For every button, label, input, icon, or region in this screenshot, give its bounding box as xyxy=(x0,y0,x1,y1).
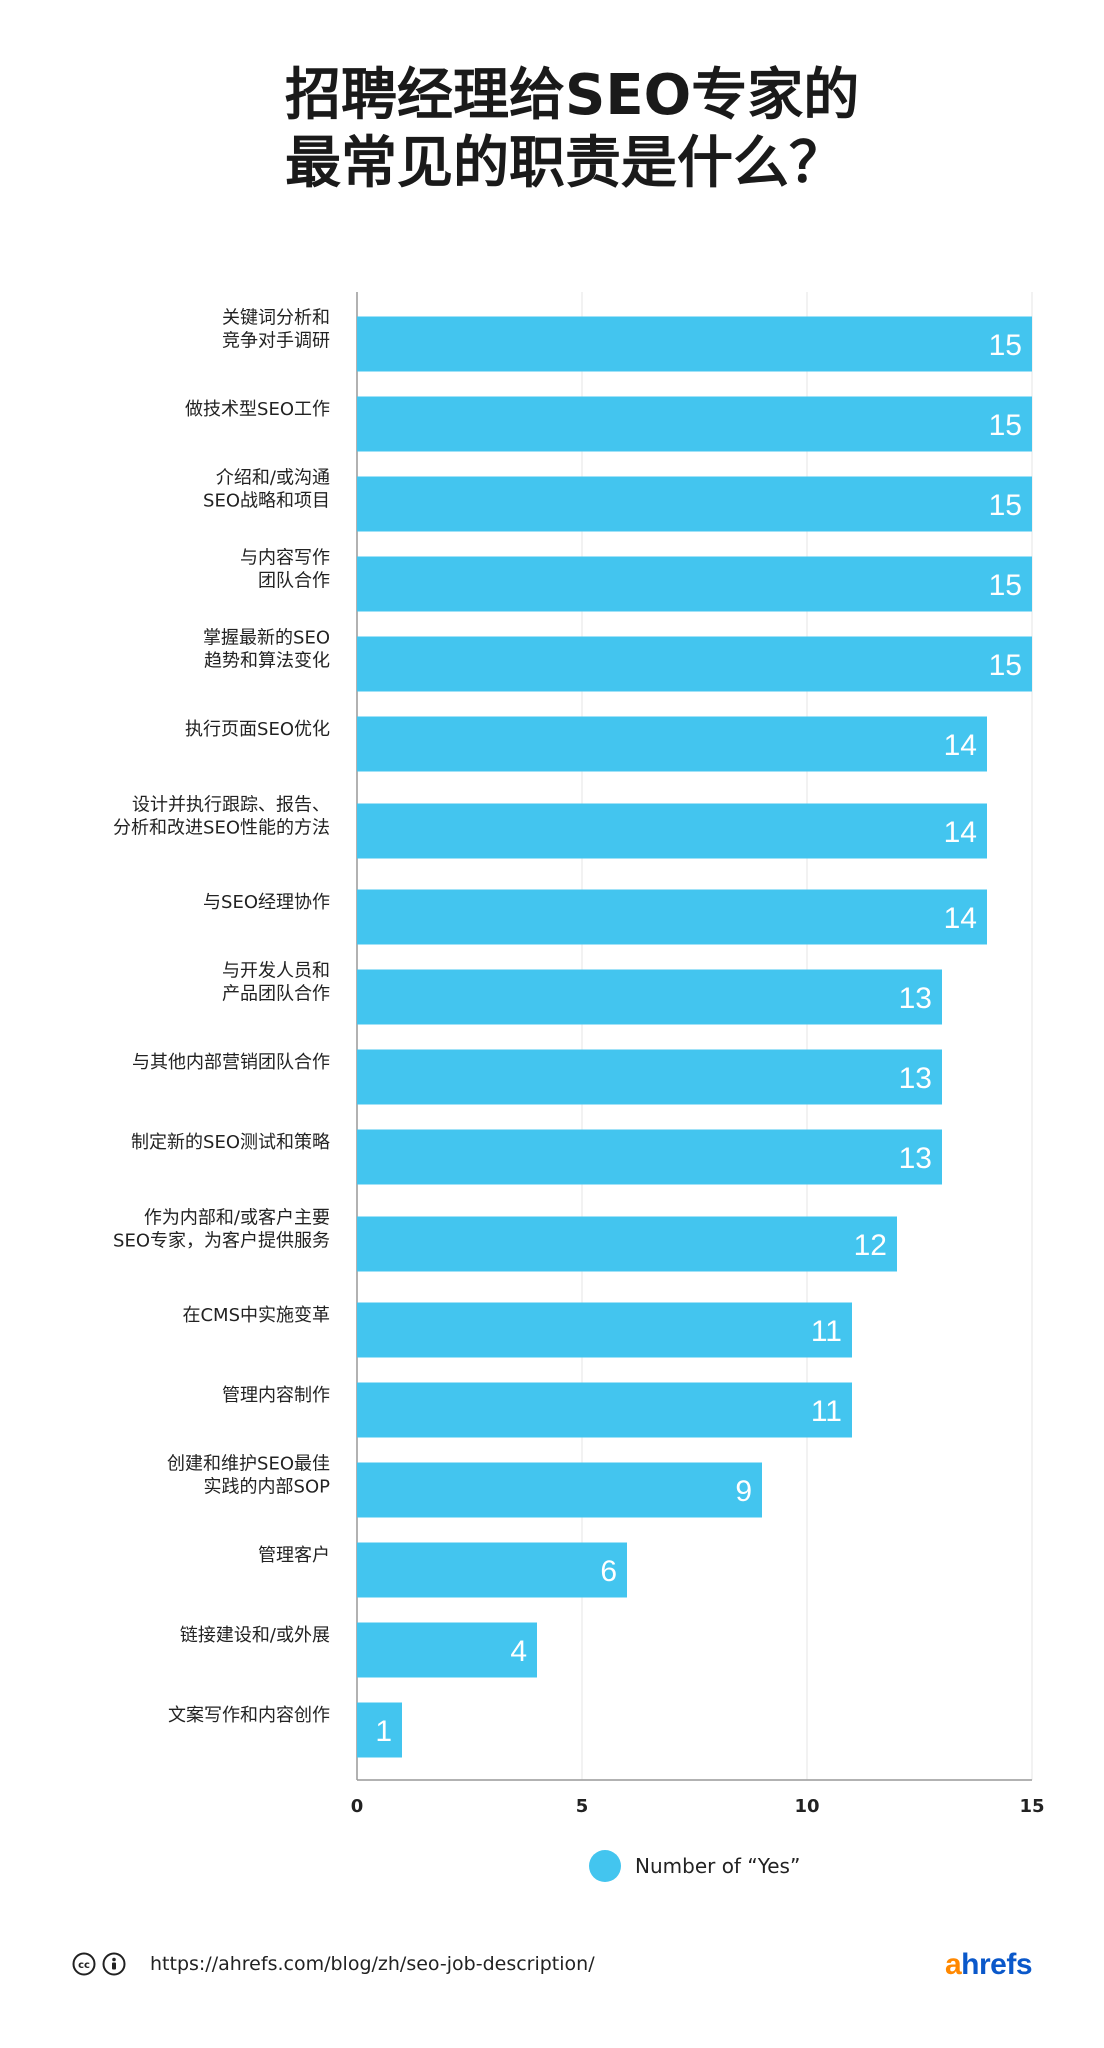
creative-commons-icon: cc xyxy=(72,1952,96,1976)
bar-1 xyxy=(357,316,1032,372)
bar-value-16: 6 xyxy=(600,1555,617,1588)
legend: Number of “Yes” xyxy=(589,1850,800,1882)
chart-title-line-1: 招聘经理给SEO专家的 xyxy=(285,63,860,128)
ahrefs-logo[interactable]: ahrefs xyxy=(944,1948,1033,1982)
legend-label: Number of “Yes” xyxy=(635,1854,801,1878)
bar-value-11: 13 xyxy=(899,1142,932,1175)
bar-2 xyxy=(357,396,1032,452)
bar-3 xyxy=(357,476,1032,532)
category-label-10: 与其他内部营销团队合作 xyxy=(132,1052,330,1073)
legend-swatch xyxy=(589,1850,621,1882)
category-label-3: 介绍和/或沟通 SEO战略和项目 xyxy=(203,468,330,512)
bar-value-14: 11 xyxy=(811,1395,842,1428)
bar-value-4: 15 xyxy=(989,569,1022,602)
bar-value-7: 14 xyxy=(944,816,977,849)
svg-text:cc: cc xyxy=(78,1960,90,1971)
category-label-9: 与开发人员和产品团队合作 xyxy=(222,961,330,1005)
bar-value-18: 1 xyxy=(375,1715,392,1748)
attribution-icon xyxy=(102,1952,126,1976)
chart-title-line-2: 最常见的职责是什么？ xyxy=(285,131,845,196)
bar-value-8: 14 xyxy=(944,902,977,935)
bar-13 xyxy=(357,1302,852,1358)
category-label-5: 掌握最新的SEO 趋势和算法变化 xyxy=(203,628,330,672)
grid-lines xyxy=(356,292,1033,1781)
category-label-6: 执行页面SEO优化 xyxy=(185,719,330,740)
category-label-18: 文案写作和内容创作 xyxy=(168,1705,330,1726)
bar-4 xyxy=(357,556,1032,612)
x-axis-ticks: 0 5 10 15 xyxy=(351,1796,1045,1817)
bar-value-6: 14 xyxy=(944,729,977,762)
bar-11 xyxy=(357,1129,942,1185)
category-label-15: 创建和维护SEO最佳实践的内部SOP xyxy=(167,1454,330,1498)
category-label-14: 管理内容制作 xyxy=(222,1385,330,1406)
footer: cc https://ahrefs.com/blog/zh/seo-job-de… xyxy=(72,1944,1032,1984)
x-tick-label-5: 5 xyxy=(576,1796,589,1817)
bar-value-9: 13 xyxy=(899,982,932,1015)
source-url[interactable]: https://ahrefs.com/blog/zh/seo-job-descr… xyxy=(150,1953,595,1975)
bar-9 xyxy=(357,969,942,1025)
bar-value-2: 15 xyxy=(989,409,1022,442)
category-label-7: 设计并执行跟踪、报告、分析和改进SEO性能的方法 xyxy=(113,795,330,839)
bar-6 xyxy=(357,716,987,772)
bar-value-1: 15 xyxy=(989,329,1022,362)
bar-15 xyxy=(357,1462,762,1518)
category-label-8: 与SEO经理协作 xyxy=(203,892,330,913)
bar-17 xyxy=(357,1622,537,1678)
bar-12 xyxy=(357,1216,897,1272)
logo-rest: hrefs xyxy=(961,1948,1032,1981)
category-label-16: 管理客户 xyxy=(258,1545,330,1566)
category-label-17: 链接建设和/或外展 xyxy=(180,1625,330,1646)
category-label-1: 关键词分析和竞争对手调研 xyxy=(222,308,330,352)
logo-a: a xyxy=(944,1948,962,1981)
bar-10 xyxy=(357,1049,942,1105)
bar-18 xyxy=(357,1702,402,1758)
x-tick-label-0: 0 xyxy=(351,1796,364,1817)
bar-chart: 15 15 15 15 15 14 14 14 13 13 13 12 11 11 9 6 4 1 关键词分析和竞… xyxy=(113,292,1045,1817)
bar-value-3: 15 xyxy=(989,489,1022,522)
x-tick-label-10: 10 xyxy=(794,1796,819,1817)
bar-5 xyxy=(357,636,1032,692)
category-label-11: 制定新的SEO测试和策略 xyxy=(131,1132,330,1153)
bar-value-15: 9 xyxy=(735,1475,752,1508)
bar-7 xyxy=(357,803,987,859)
category-label-2: 做技术型SEO工作 xyxy=(185,399,330,420)
bar-value-13: 11 xyxy=(811,1315,842,1348)
bar-value-5: 15 xyxy=(989,649,1022,682)
bar-8 xyxy=(357,889,987,945)
category-label-13: 在CMS中实施变革 xyxy=(182,1305,330,1326)
bar-value-17: 4 xyxy=(510,1635,527,1668)
chart-title: 招聘经理给SEO专家的 最常见的职责是什么？ xyxy=(285,62,1045,198)
category-label-4: 与内容写作团队合作 xyxy=(240,548,330,592)
category-label-12: 作为内部和/或客户主要 SEO专家，为客户提供服务 xyxy=(113,1208,330,1252)
bars: 15 15 15 15 15 14 14 14 13 13 13 12 11 11 9 6 4 1 xyxy=(357,316,1032,1758)
bar-14 xyxy=(357,1382,852,1438)
bar-16 xyxy=(357,1542,627,1598)
bar-value-10: 13 xyxy=(899,1062,932,1095)
bar-value-12: 12 xyxy=(854,1229,887,1262)
x-tick-label-15: 15 xyxy=(1019,1796,1044,1817)
